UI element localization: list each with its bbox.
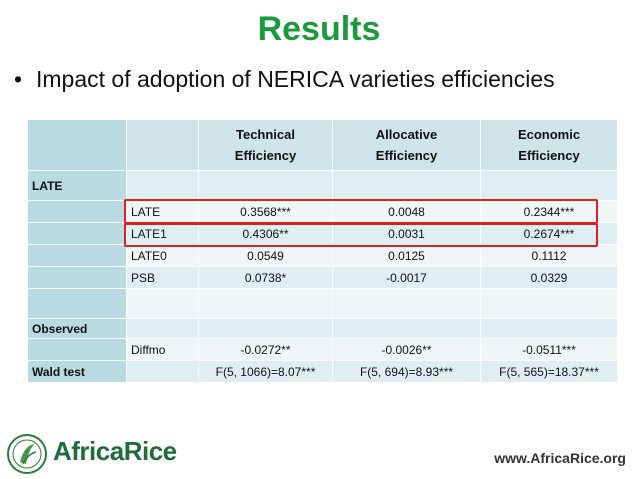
group-label: Observed xyxy=(27,318,127,339)
group-label: Wald test xyxy=(27,360,127,383)
value-cell xyxy=(198,288,333,319)
table-row: LATE xyxy=(27,170,618,201)
value-cell: -0.0017 xyxy=(332,266,481,289)
value-cell: F(5, 565)=18.37*** xyxy=(480,360,618,383)
value-cell xyxy=(480,318,618,339)
value-cell: F(5, 694)=8.93*** xyxy=(332,360,481,383)
row-label: LATE xyxy=(126,200,199,223)
value-cell: 0.0549 xyxy=(198,244,333,267)
bullet-dot-icon: • xyxy=(14,66,23,92)
slide-title: Results xyxy=(257,10,381,48)
group-label: LATE xyxy=(27,170,127,201)
group-label xyxy=(27,266,127,289)
group-label xyxy=(27,200,127,223)
results-table: Technical Efficiency Allocative Efficiency… xyxy=(27,119,618,383)
value-cell: 0.0031 xyxy=(332,222,481,245)
value-cell: 0.4306** xyxy=(198,222,333,245)
table-header-row: Technical Efficiency Allocative Efficiency… xyxy=(27,119,618,171)
value-cell xyxy=(198,170,333,201)
bullet-text: Impact of adoption of NERICA varieties e… xyxy=(36,66,555,92)
group-label xyxy=(27,222,127,245)
header-economic-efficiency: Economic Efficiency xyxy=(480,119,618,171)
group-label xyxy=(27,338,127,361)
africarice-seal-icon xyxy=(7,434,47,474)
table-row: Diffmo -0.0272** -0.0026** -0.0511*** xyxy=(27,338,618,361)
table-row: PSB 0.0738* -0.0017 0.0329 xyxy=(27,266,618,289)
value-cell: 0.1112 xyxy=(480,244,618,267)
highlight-box-late xyxy=(124,199,598,224)
bullet-item: • Impact of adoption of NERICA varieties … xyxy=(14,66,555,93)
row-label xyxy=(126,170,199,201)
value-cell xyxy=(332,318,481,339)
value-cell: -0.0026** xyxy=(332,338,481,361)
value-cell: 0.0738* xyxy=(198,266,333,289)
group-label xyxy=(27,288,127,319)
row-label xyxy=(126,288,199,319)
value-cell: 0.0048 xyxy=(332,200,481,223)
row-label xyxy=(126,360,199,383)
brand-wordmark: AfricaRice xyxy=(53,436,177,466)
header-empty-cell xyxy=(27,119,127,171)
value-cell xyxy=(480,288,618,319)
header-empty-cell xyxy=(126,119,199,171)
value-cell xyxy=(332,170,481,201)
value-cell: -0.0511*** xyxy=(480,338,618,361)
table-row xyxy=(27,288,618,319)
row-label: LATE0 xyxy=(126,244,199,267)
table-row: Observed xyxy=(27,318,618,339)
website-link[interactable]: www.AfricaRice.org xyxy=(494,450,626,466)
table-row: LATE0 0.0549 0.0125 0.1112 xyxy=(27,244,618,267)
header-allocative-efficiency: Allocative Efficiency xyxy=(332,119,481,171)
value-cell: 0.0329 xyxy=(480,266,618,289)
header-technical-efficiency: Technical Efficiency xyxy=(198,119,333,171)
value-cell: F(5, 1066)=8.07*** xyxy=(198,360,333,383)
value-cell xyxy=(480,170,618,201)
row-label: Diffmo xyxy=(126,338,199,361)
row-label: PSB xyxy=(126,266,199,289)
highlight-box-late1 xyxy=(124,223,598,247)
row-label xyxy=(126,318,199,339)
value-cell: 0.0125 xyxy=(332,244,481,267)
table-row: LATE1 0.4306** 0.0031 0.2674*** xyxy=(27,222,618,245)
table-row: Wald test F(5, 1066)=8.07*** F(5, 694)=8… xyxy=(27,360,618,383)
group-label xyxy=(27,244,127,267)
value-cell xyxy=(198,318,333,339)
value-cell: -0.0272** xyxy=(198,338,333,361)
value-cell xyxy=(332,288,481,319)
